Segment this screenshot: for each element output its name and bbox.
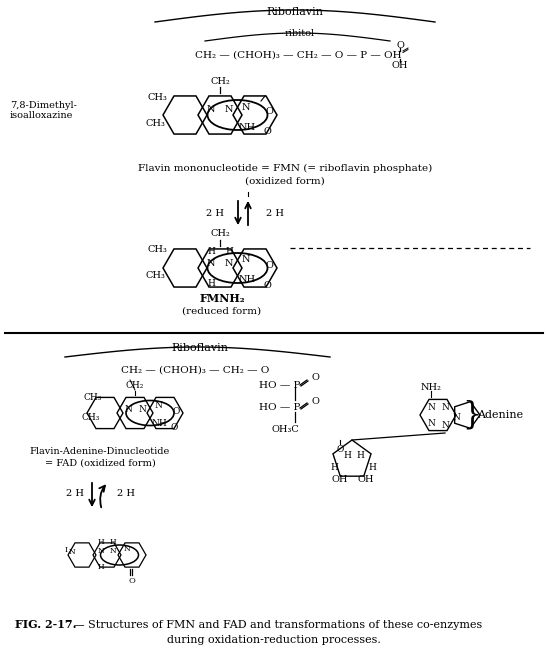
Text: CH₂ — (CHOH)₃ — CH₂ — O — P — OH: CH₂ — (CHOH)₃ — CH₂ — O — P — OH [195,51,401,59]
Text: OH: OH [332,475,348,485]
Text: CH₂: CH₂ [126,380,144,390]
Text: 2 H: 2 H [206,209,224,217]
Text: O: O [396,41,404,49]
Text: H: H [225,247,233,257]
Text: N: N [242,255,250,265]
Text: N: N [98,547,104,555]
Text: NH: NH [238,275,255,285]
Text: H: H [207,247,215,257]
Text: O: O [170,422,178,432]
Text: O: O [263,281,271,289]
Text: NH: NH [238,122,255,132]
Text: = FAD (oxidized form): = FAD (oxidized form) [44,458,156,467]
Text: H: H [98,563,104,571]
Text: 7,8-Dimethyl-: 7,8-Dimethyl- [10,100,77,110]
Text: 2 H: 2 H [117,489,135,499]
Text: (oxidized form): (oxidized form) [245,176,325,186]
Text: }: } [463,400,482,430]
Text: O: O [263,128,271,136]
Text: HO — P: HO — P [259,380,301,390]
Text: CH₃: CH₃ [83,394,101,402]
Text: 2 H: 2 H [66,489,84,499]
Text: O: O [336,446,344,454]
Text: CH₃: CH₃ [147,245,167,255]
Text: Riboflavin: Riboflavin [172,343,229,353]
Text: isoalloxazine: isoalloxazine [10,112,73,120]
Text: N: N [138,404,146,414]
Text: CH₃: CH₃ [145,118,165,128]
Text: CH₂: CH₂ [210,76,230,86]
Text: OH: OH [392,61,408,70]
Text: NH₂: NH₂ [420,382,442,392]
Text: FMNH₂: FMNH₂ [199,293,245,303]
Text: N: N [124,545,130,553]
Text: NH: NH [151,418,167,428]
Text: OH: OH [358,475,374,485]
Text: — Structures of FMN and FAD and transformations of these co-enzymes: — Structures of FMN and FAD and transfor… [70,620,482,630]
Text: N: N [452,412,460,422]
Text: H: H [207,279,215,289]
Text: O: O [265,261,273,269]
Text: H: H [343,452,351,460]
Text: Adenine: Adenine [477,410,523,420]
Text: CH₂: CH₂ [210,229,230,239]
Text: H: H [368,464,376,473]
Text: N: N [207,106,215,114]
Text: N: N [68,548,76,556]
Text: N: N [124,404,132,414]
Text: O: O [129,577,135,585]
Text: CH₃: CH₃ [145,271,165,281]
Text: CH₃: CH₃ [81,414,99,422]
Text: 2 H: 2 H [266,209,284,217]
Text: N: N [207,259,215,267]
Text: N: N [441,402,449,412]
Text: CH₂ — (CHOH)₃ — CH₂ — O: CH₂ — (CHOH)₃ — CH₂ — O [121,366,269,374]
Text: H: H [356,452,364,460]
Text: HO — P: HO — P [259,404,301,412]
Text: O: O [311,374,319,382]
Text: (reduced form): (reduced form) [182,307,261,315]
Text: H: H [330,464,338,473]
Text: O: O [311,396,319,406]
Text: OH₃C: OH₃C [271,426,299,434]
Text: N: N [427,402,435,412]
Text: N: N [110,547,116,555]
Text: during oxidation-reduction processes.: during oxidation-reduction processes. [167,635,381,645]
Text: H: H [110,538,116,546]
Text: N: N [225,106,233,114]
Text: N: N [441,420,449,430]
Text: N: N [242,102,250,112]
Text: N: N [427,418,435,428]
Text: H: H [98,538,104,546]
Text: CH₃: CH₃ [147,92,167,102]
Text: N: N [154,402,162,410]
Text: O: O [172,406,180,416]
Text: Flavin-Adenine-Dinucleotide: Flavin-Adenine-Dinucleotide [30,448,170,456]
Text: Flavin mononucleotide = FMN (= riboflavin phosphate): Flavin mononucleotide = FMN (= riboflavi… [138,164,432,172]
Text: ribitol: ribitol [285,29,315,37]
Text: FIG. 2-17.: FIG. 2-17. [15,620,77,630]
Text: O: O [265,108,273,116]
Text: N: N [225,259,233,267]
Text: I: I [65,546,67,554]
Text: Riboflavin: Riboflavin [266,7,323,17]
